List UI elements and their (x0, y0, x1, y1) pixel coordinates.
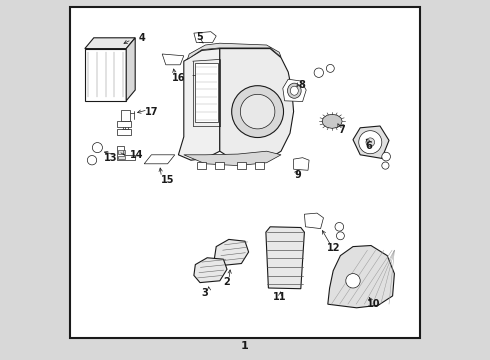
Polygon shape (162, 54, 184, 65)
Bar (118, 150, 125, 154)
Text: 13: 13 (104, 153, 118, 163)
Circle shape (359, 131, 382, 154)
Circle shape (335, 222, 343, 231)
Polygon shape (184, 151, 281, 166)
Text: 10: 10 (367, 299, 381, 309)
Bar (118, 156, 125, 159)
Bar (237, 162, 245, 169)
Polygon shape (220, 49, 294, 163)
Polygon shape (304, 213, 323, 229)
Polygon shape (144, 155, 175, 164)
Text: 7: 7 (338, 125, 345, 135)
Polygon shape (353, 126, 389, 158)
Text: 3: 3 (201, 288, 208, 298)
Circle shape (326, 64, 334, 72)
Ellipse shape (291, 86, 298, 95)
Polygon shape (194, 32, 216, 42)
Text: 4: 4 (139, 33, 146, 43)
Text: 15: 15 (161, 175, 174, 185)
Bar (216, 162, 224, 169)
Bar (85, 49, 126, 101)
Bar (121, 110, 130, 121)
Circle shape (232, 86, 284, 138)
Polygon shape (215, 239, 248, 266)
Polygon shape (294, 158, 309, 170)
Polygon shape (117, 146, 135, 160)
Circle shape (382, 162, 389, 169)
Text: 14: 14 (130, 150, 144, 160)
Bar (195, 63, 218, 122)
Circle shape (87, 156, 97, 165)
Bar (117, 129, 131, 135)
Bar (117, 121, 131, 127)
Polygon shape (187, 43, 281, 59)
Circle shape (240, 94, 275, 129)
Text: 17: 17 (146, 107, 159, 117)
Polygon shape (283, 79, 306, 102)
Polygon shape (328, 246, 394, 308)
Bar (255, 162, 264, 169)
Polygon shape (126, 38, 135, 101)
Circle shape (314, 68, 323, 77)
Text: 16: 16 (172, 73, 185, 84)
Polygon shape (322, 114, 342, 129)
Text: 2: 2 (223, 277, 230, 287)
Text: 9: 9 (295, 170, 302, 180)
Circle shape (346, 274, 360, 288)
Text: 8: 8 (298, 80, 305, 90)
Circle shape (337, 232, 344, 240)
Text: 12: 12 (326, 243, 340, 253)
Bar (197, 162, 206, 169)
Text: 11: 11 (272, 292, 286, 302)
Circle shape (382, 152, 391, 161)
Text: 1: 1 (241, 341, 249, 351)
Polygon shape (194, 258, 227, 283)
Polygon shape (178, 49, 220, 160)
Circle shape (366, 138, 374, 147)
Ellipse shape (288, 83, 301, 98)
Polygon shape (85, 38, 135, 49)
Text: 5: 5 (196, 32, 203, 42)
Text: 6: 6 (366, 141, 372, 151)
Circle shape (92, 143, 102, 153)
Polygon shape (266, 227, 304, 289)
